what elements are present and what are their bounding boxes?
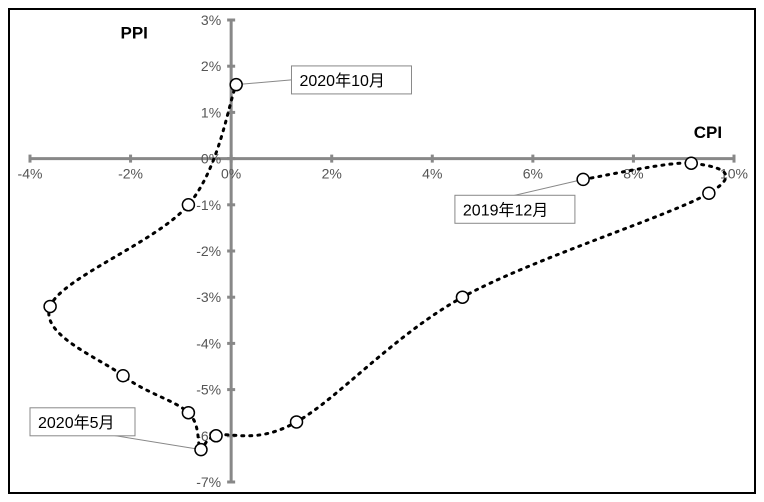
callout-label: 2020年10月 [299, 72, 384, 90]
x-axis-title: CPI [694, 123, 722, 142]
data-marker [291, 416, 303, 428]
y-tick-label: 3% [201, 12, 221, 28]
x-tick-label: -2% [118, 166, 143, 182]
data-marker [195, 444, 207, 456]
x-tick-label: 4% [422, 166, 442, 182]
data-marker [182, 407, 194, 419]
data-marker [703, 187, 715, 199]
y-tick-label: -2% [196, 243, 221, 259]
data-marker [685, 157, 697, 169]
callout-leader [236, 80, 291, 85]
chart-frame: -4%-2%0%2%4%6%8%10%-7%-6%-5%-4%-3%-2%-1%… [8, 8, 756, 494]
y-tick-label: -7% [196, 474, 221, 490]
data-marker [210, 430, 222, 442]
x-tick-label: 6% [523, 166, 543, 182]
y-axis-title: PPI [121, 23, 148, 42]
y-tick-label: -3% [196, 289, 221, 305]
y-tick-label: 1% [201, 104, 221, 120]
series-path [49, 85, 726, 451]
callout-label: 2020年5月 [38, 414, 115, 432]
callout-label: 2019年12月 [463, 201, 548, 219]
data-marker [182, 199, 194, 211]
x-tick-label: -4% [18, 166, 43, 182]
data-marker [230, 79, 242, 91]
data-marker [44, 300, 56, 312]
y-tick-label: 0% [201, 151, 221, 167]
ppi-cpi-scatter: -4%-2%0%2%4%6%8%10%-7%-6%-5%-4%-3%-2%-1%… [10, 10, 754, 492]
data-marker [456, 291, 468, 303]
y-tick-label: -5% [196, 382, 221, 398]
data-marker [577, 173, 589, 185]
x-tick-label: 0% [221, 166, 241, 182]
y-tick-label: -4% [196, 335, 221, 351]
x-tick-label: 2% [322, 166, 342, 182]
y-tick-label: 2% [201, 58, 221, 74]
data-marker [117, 370, 129, 382]
y-tick-label: -1% [196, 197, 221, 213]
